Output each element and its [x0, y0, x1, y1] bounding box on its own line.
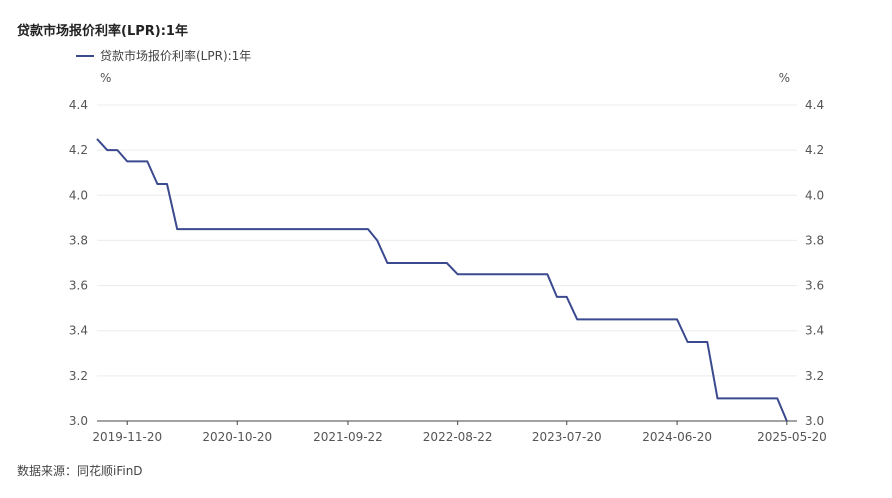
series-line: [96, 138, 788, 422]
chart-title: 贷款市场报价利率(LPR):1年: [17, 24, 188, 39]
x-tick-label: 2024-06-20: [642, 430, 712, 444]
y-tick-label-left: 3.8: [69, 233, 88, 247]
legend-label: 贷款市场报价利率(LPR):1年: [100, 49, 252, 63]
y-tick-label-left: 3.4: [69, 324, 88, 338]
y-tick-label-right: 3.4: [805, 324, 824, 338]
y-tick-label-left: 3.6: [69, 279, 88, 293]
y-tick-label-left: 3.0: [69, 414, 88, 428]
y-tick-label-right: 3.8: [805, 233, 824, 247]
y-unit-right: %: [779, 71, 790, 85]
y-tick-label-right: 4.2: [805, 143, 824, 157]
y-tick-label-left: 4.2: [69, 143, 88, 157]
x-tick-label: 2025-05-20: [757, 430, 827, 444]
x-tick-label: 2021-09-22: [313, 430, 383, 444]
x-tick-label: 2023-07-20: [532, 430, 602, 444]
y-unit-left: %: [100, 71, 111, 85]
legend[interactable]: 贷款市场报价利率(LPR):1年: [76, 47, 251, 64]
x-tick-label: 2019-11-20: [92, 430, 162, 444]
y-tick-label-right: 3.2: [805, 369, 824, 383]
y-tick-label-right: 4.4: [805, 98, 824, 112]
y-tick-label-right: 3.0: [805, 414, 824, 428]
x-tick-label: 2020-10-20: [202, 430, 272, 444]
y-tick-label-left: 3.2: [69, 369, 88, 383]
y-tick-label-right: 3.6: [805, 279, 824, 293]
y-tick-label-left: 4.4: [69, 98, 88, 112]
y-tick-label-right: 4.0: [805, 188, 824, 202]
data-source: 数据来源：同花顺iFinD: [17, 464, 143, 478]
legend-swatch: [76, 54, 94, 57]
y-tick-label-left: 4.0: [69, 188, 88, 202]
x-tick-label: 2022-08-22: [423, 430, 493, 444]
